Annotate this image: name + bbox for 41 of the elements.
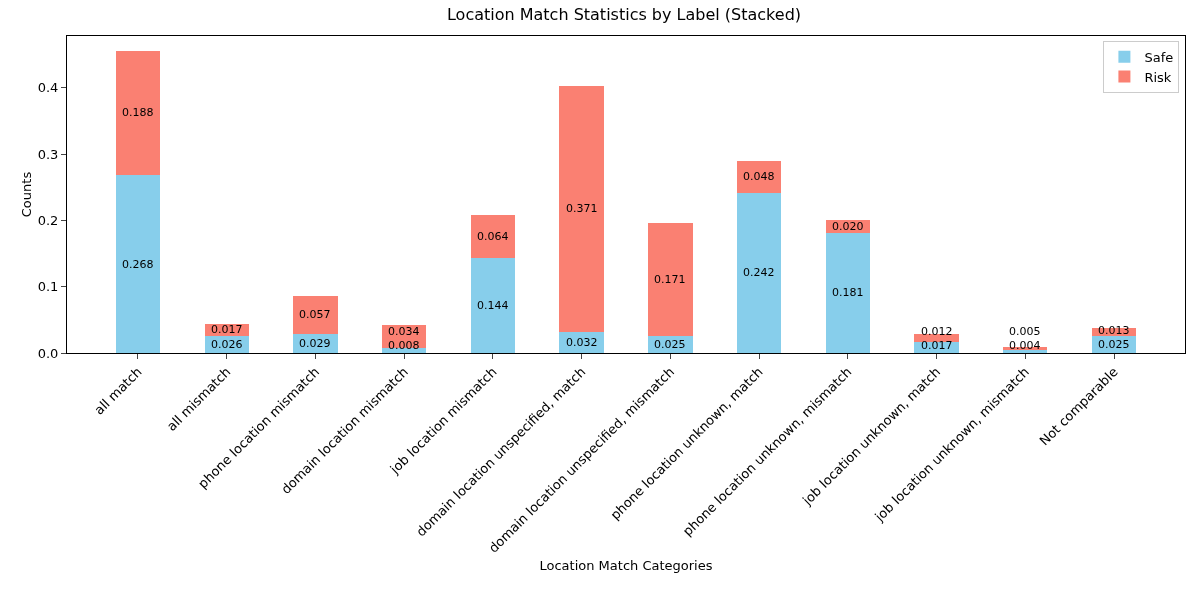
bar <box>293 295 338 334</box>
x-axis-title: Location Match Categories <box>539 557 713 573</box>
data-label: 0.017 <box>211 323 243 336</box>
chart-title: Location Match Statistics by Label (Stacked) <box>446 5 802 25</box>
legend-label: Safe <box>1144 49 1174 65</box>
data-label: 0.057 <box>299 308 331 321</box>
data-label: 0.034 <box>388 325 420 338</box>
data-label: 0.032 <box>566 336 598 349</box>
y-tick-label: 0.3 <box>37 146 59 162</box>
bar <box>470 257 516 353</box>
y-tick-label: 0.0 <box>37 345 59 361</box>
data-label: 0.242 <box>743 266 775 279</box>
bar <box>115 175 161 353</box>
data-label: 0.371 <box>566 202 598 215</box>
data-label: 0.020 <box>832 220 864 233</box>
y-axis-title: Counts <box>19 171 34 218</box>
data-label: 0.005 <box>1009 325 1041 338</box>
data-label: 0.025 <box>1098 338 1130 351</box>
data-label: 0.008 <box>388 339 420 352</box>
legend-label: Risk <box>1144 69 1172 85</box>
y-tick-label: 0.2 <box>37 212 59 228</box>
y-tick-label: 0.4 <box>37 80 59 96</box>
data-label: 0.025 <box>654 338 686 351</box>
data-label: 0.181 <box>832 286 864 299</box>
data-label: 0.188 <box>122 106 154 119</box>
y-tick-label: 0.1 <box>37 279 59 295</box>
bar <box>736 192 782 353</box>
data-label: 0.048 <box>743 170 775 183</box>
data-label: 0.171 <box>654 273 686 286</box>
data-label: 0.029 <box>299 337 331 350</box>
data-label: 0.268 <box>122 258 154 271</box>
bar <box>115 50 161 176</box>
data-label: 0.017 <box>921 339 953 352</box>
bar <box>825 232 871 353</box>
data-label: 0.144 <box>477 299 509 312</box>
data-label: 0.013 <box>1098 324 1130 337</box>
bar <box>559 85 604 332</box>
bar <box>470 215 516 258</box>
bar <box>648 223 693 337</box>
data-label: 0.026 <box>211 338 243 351</box>
data-label: 0.064 <box>477 230 509 243</box>
